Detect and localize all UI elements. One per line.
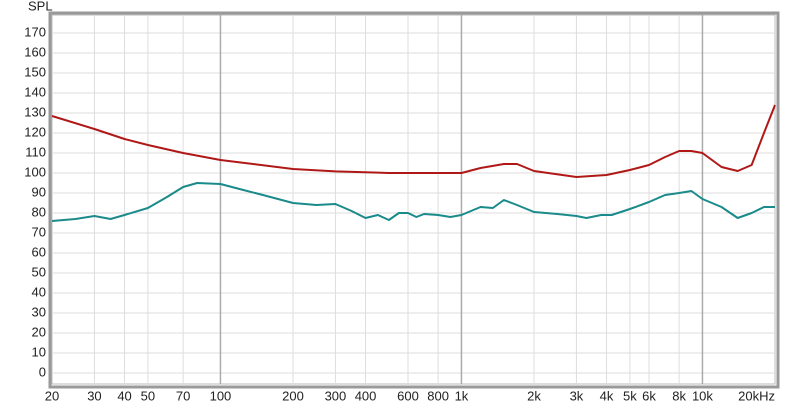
y-tick-label: 120 xyxy=(24,124,46,139)
y-tick-label: 50 xyxy=(32,264,46,279)
x-tick-label: 100 xyxy=(210,388,232,403)
y-tick-label: 60 xyxy=(32,244,46,259)
y-tick-label: 0 xyxy=(39,364,46,379)
y-tick-label: 30 xyxy=(32,304,46,319)
series-line xyxy=(51,104,776,178)
y-tick-label: 100 xyxy=(24,164,46,179)
x-tick-label: 30 xyxy=(87,388,101,403)
y-tick-label: 20 xyxy=(32,324,46,339)
y-tick-label: 70 xyxy=(32,224,46,239)
y-tick-label: 80 xyxy=(32,204,46,219)
x-tick-label: 200 xyxy=(282,388,304,403)
x-tick-label: 40 xyxy=(117,388,131,403)
y-tick-label: 110 xyxy=(25,144,46,159)
x-tick-label: 600 xyxy=(397,388,419,403)
x-tick-label: 6k xyxy=(642,388,656,403)
x-tick-label: 800 xyxy=(427,388,449,403)
y-axis-label: SPL xyxy=(28,0,53,13)
x-tick-label: 10k xyxy=(692,388,713,403)
y-tick-label: 130 xyxy=(24,104,46,119)
plot-frame xyxy=(48,11,780,389)
x-tick-label: 50 xyxy=(141,388,155,403)
y-tick-label: 90 xyxy=(32,184,46,199)
series-line xyxy=(51,182,775,222)
y-tick-label: 160 xyxy=(24,44,46,59)
x-tick-label: 8k xyxy=(672,388,686,403)
x-tick-label: 4k xyxy=(600,388,614,403)
x-tick-label: 20 xyxy=(45,388,59,403)
y-tick-label: 140 xyxy=(24,84,46,99)
y-tick-label: 10 xyxy=(32,344,46,359)
x-tick-label: 20kHz xyxy=(738,388,775,403)
y-tick-label: 150 xyxy=(24,64,46,79)
x-tick-label: 3k xyxy=(570,388,584,403)
x-tick-label: 300 xyxy=(325,388,347,403)
plot-area xyxy=(51,14,776,385)
x-tick-label: 5k xyxy=(623,388,637,403)
x-tick-label: 70 xyxy=(176,388,190,403)
x-tick-label: 1k xyxy=(455,388,469,403)
x-tick-label: 400 xyxy=(355,388,377,403)
y-tick-label: 170 xyxy=(24,24,46,39)
y-tick-label: 40 xyxy=(32,284,46,299)
x-tick-label: 2k xyxy=(527,388,541,403)
